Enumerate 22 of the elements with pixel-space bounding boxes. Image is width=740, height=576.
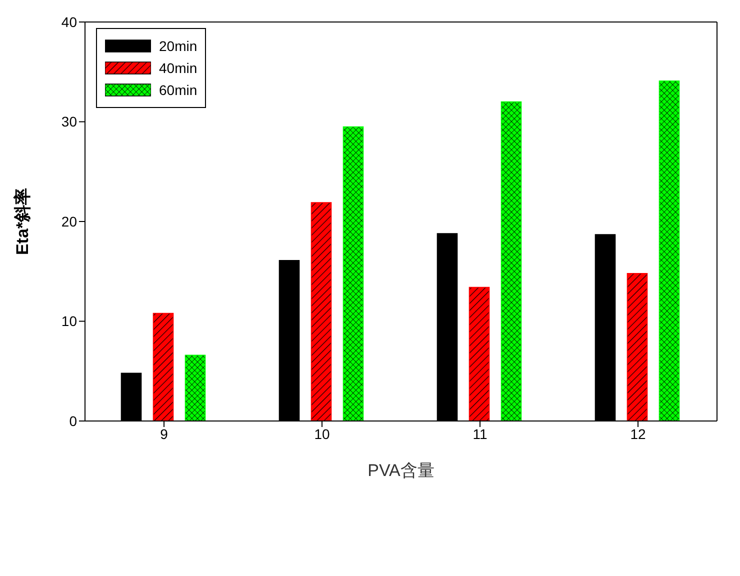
bar bbox=[342, 126, 364, 421]
x-axis-title: PVA含量 bbox=[368, 461, 434, 480]
legend-label: 40min bbox=[159, 60, 198, 76]
bar bbox=[152, 312, 174, 421]
x-tick-label: 12 bbox=[630, 426, 646, 442]
y-tick-label: 20 bbox=[61, 213, 78, 230]
x-tick-label: 9 bbox=[160, 426, 168, 442]
y-tick-label: 0 bbox=[69, 412, 78, 429]
y-tick-label: 40 bbox=[61, 14, 78, 30]
bar bbox=[468, 286, 490, 421]
bar bbox=[310, 202, 332, 421]
legend-label: 20min bbox=[159, 38, 198, 54]
x-tick-label: 10 bbox=[314, 426, 330, 442]
y-tick-label: 10 bbox=[61, 313, 78, 330]
legend-label: 60min bbox=[159, 82, 198, 98]
bar bbox=[626, 272, 648, 421]
x-tick-label: 11 bbox=[472, 426, 488, 442]
y-axis-title: Eta*斜率 bbox=[13, 188, 32, 256]
bar bbox=[658, 80, 680, 421]
bar bbox=[500, 101, 522, 421]
bar bbox=[184, 354, 206, 421]
y-tick-label: 30 bbox=[61, 114, 78, 130]
